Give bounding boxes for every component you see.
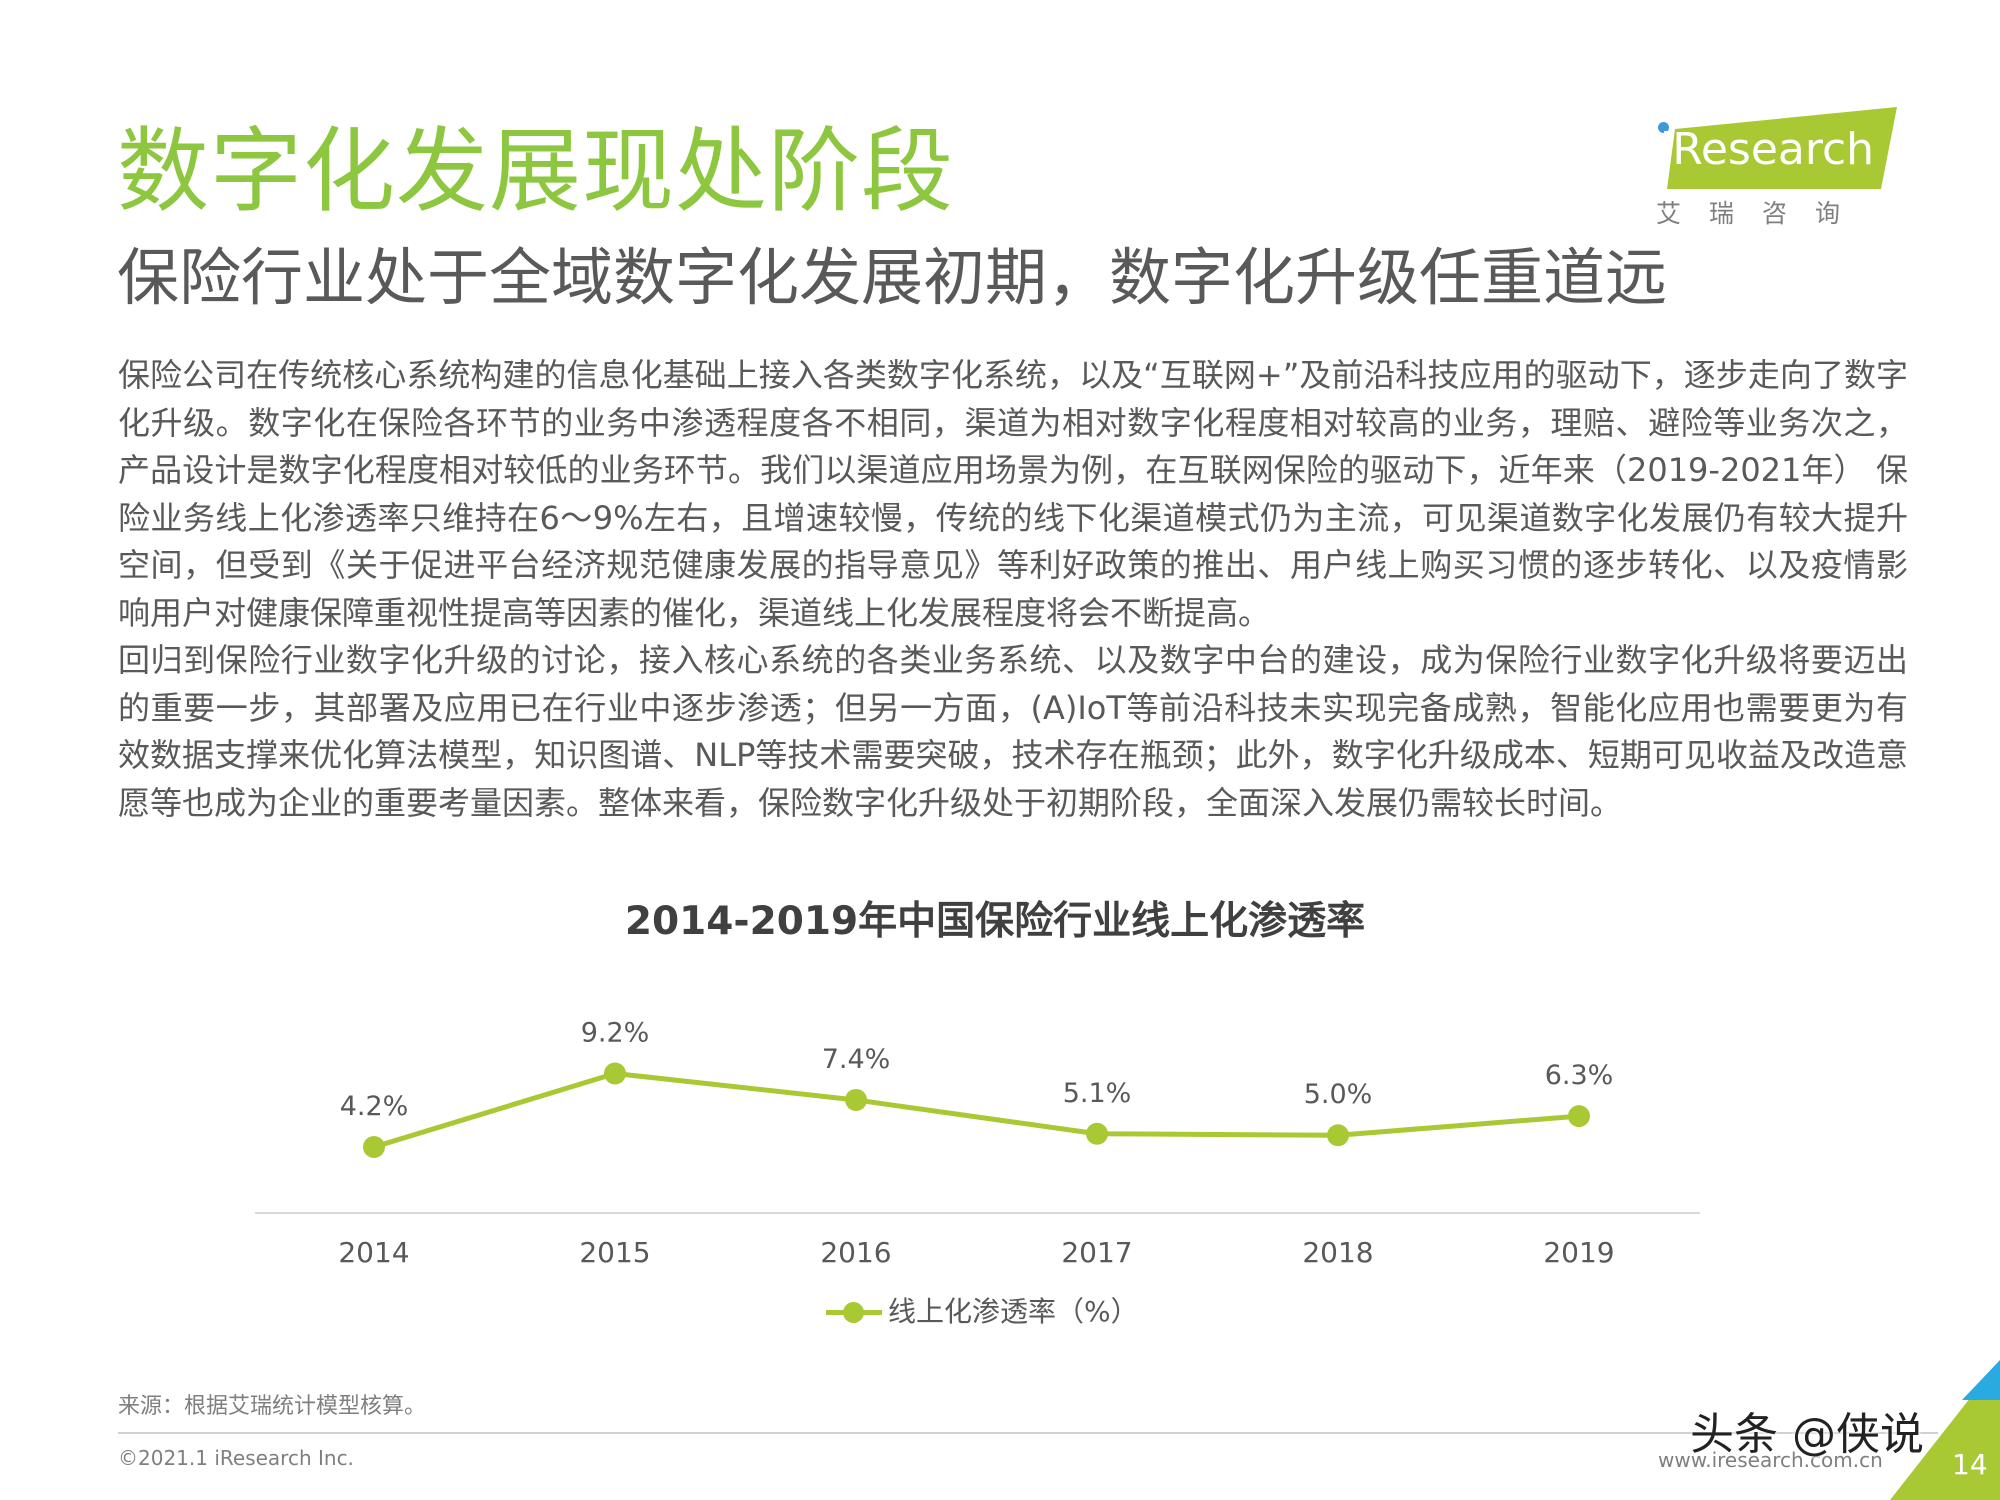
data-label: 7.4% bbox=[822, 1044, 891, 1075]
toutiao-watermark: 头条 @侠说 bbox=[1690, 1409, 1924, 1460]
x-tick-label: 2015 bbox=[579, 1236, 650, 1269]
data-point bbox=[1327, 1124, 1349, 1147]
corner-decoration bbox=[1890, 1360, 2000, 1500]
iresearch-logo bbox=[1650, 104, 1904, 226]
data-label: 5.1% bbox=[1063, 1078, 1132, 1109]
data-point bbox=[845, 1088, 867, 1111]
page-subtitle: 保险行业处于全域数字化发展初期，数字化升级任重道远 bbox=[117, 241, 1668, 314]
body-text: 保险公司在传统核心系统构建的信息化基础上接入各类数字化系统，以及“互联网+”及前… bbox=[118, 352, 1908, 827]
logo-wordmark: iResearch bbox=[1660, 124, 1875, 175]
line-chart: 4.2% 2014 9.2% 2015 7.4% 2016 5.1% 2017 5.0% 2018… bbox=[255, 1018, 1700, 1270]
footer-divider bbox=[118, 1432, 1938, 1434]
x-tick-label: 2018 bbox=[1302, 1236, 1373, 1269]
data-point bbox=[1086, 1122, 1108, 1145]
website-url: www.iresearch.com.cn bbox=[1658, 1448, 1883, 1472]
body-paragraph-2: 回归到保险行业数字化升级的讨论，接入核心系统的各类业务系统、以及数字中台的建设，… bbox=[118, 641, 1908, 822]
legend-marker-icon bbox=[843, 1302, 864, 1323]
page-title: 数字化发展现处阶段 bbox=[117, 118, 955, 225]
data-label: 9.2% bbox=[581, 1018, 650, 1049]
data-point bbox=[1568, 1105, 1590, 1128]
data-label: 4.2% bbox=[340, 1091, 409, 1122]
x-tick-label: 2016 bbox=[820, 1236, 891, 1269]
source-note: 来源：根据艾瑞统计模型核算。 bbox=[118, 1394, 427, 1419]
copyright-text: ©2021.1 iResearch Inc. bbox=[118, 1446, 354, 1470]
logo-band-shape bbox=[1667, 107, 1897, 189]
x-tick-label: 2014 bbox=[338, 1236, 409, 1269]
chart-marks: 4.2% 2014 9.2% 2015 7.4% 2016 5.1% 2017 5.0% 2018… bbox=[338, 1018, 1614, 1270]
data-point bbox=[363, 1136, 385, 1158]
data-label: 6.3% bbox=[1545, 1060, 1614, 1091]
x-tick-label: 2017 bbox=[1061, 1236, 1132, 1269]
logo-chinese-name: 艾瑞咨询 bbox=[1656, 199, 1869, 228]
x-tick-label: 2019 bbox=[1543, 1236, 1614, 1269]
logo-dot-icon bbox=[1658, 122, 1669, 133]
series-line bbox=[373, 1071, 1580, 1150]
body-paragraph-1: 保险公司在传统核心系统构建的信息化基础上接入各类数字化系统，以及“互联网+”及前… bbox=[118, 356, 1908, 632]
chart-title: 2014-2019年中国保险行业线上化渗透率 bbox=[624, 899, 1366, 944]
data-point bbox=[604, 1062, 626, 1085]
legend-label: 线上化渗透率（%） bbox=[888, 1295, 1139, 1328]
data-label: 5.0% bbox=[1304, 1079, 1373, 1110]
page-number: 14 bbox=[1952, 1448, 1988, 1481]
